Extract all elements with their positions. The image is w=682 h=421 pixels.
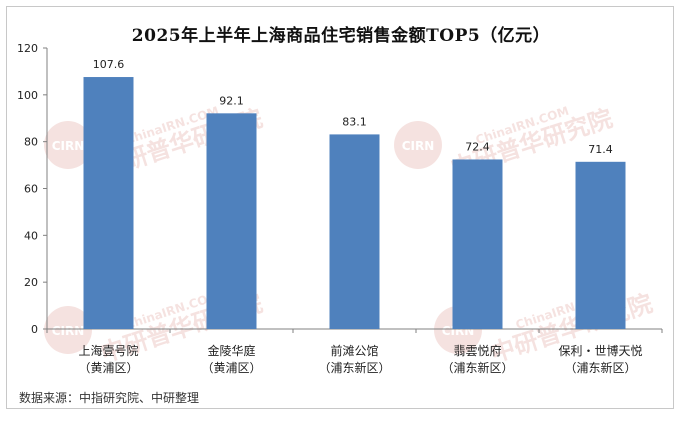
x-tick-label: 保利・世博天悦 [558, 343, 642, 358]
x-tick-label-sub: （黄浦区） [78, 361, 138, 375]
data-label: 92.1 [219, 94, 244, 107]
bar [452, 159, 503, 329]
y-tick-label: 120 [17, 42, 38, 55]
data-label: 72.4 [465, 140, 490, 153]
x-tick-label: 前滩公馆 [330, 343, 378, 358]
bar [575, 161, 626, 329]
y-tick-label: 20 [24, 276, 38, 289]
x-tick-label-sub: （浦东新区） [441, 360, 513, 375]
x-tick-label-sub: （浦东新区） [564, 360, 636, 375]
bar [206, 113, 257, 330]
x-tick-label-sub: （黄浦区） [201, 361, 261, 375]
y-tick-label: 40 [24, 229, 38, 242]
data-label: 71.4 [588, 143, 613, 156]
bar [83, 77, 134, 329]
x-tick-label: 翡雲悦府 [453, 343, 501, 358]
y-tick-label: 80 [24, 136, 38, 149]
x-tick-label-sub: （浦东新区） [318, 360, 390, 375]
data-source-note: 数据来源：中指研究院、中研整理 [19, 391, 200, 405]
y-tick-label: 0 [31, 323, 38, 336]
x-tick-label: 上海壹号院 [78, 343, 138, 358]
y-tick-label: 60 [24, 183, 38, 196]
data-label: 107.6 [93, 58, 125, 71]
x-tick-label: 金陵华庭 [207, 343, 255, 358]
chart-title: 2025年上半年上海商品住宅销售金额TOP5（亿元） [131, 26, 551, 46]
bar [329, 134, 380, 329]
y-tick-label: 100 [17, 89, 38, 102]
data-label: 83.1 [342, 115, 367, 128]
